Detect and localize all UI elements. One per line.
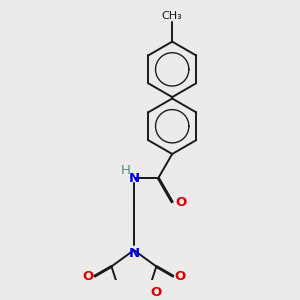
Text: N: N: [128, 172, 140, 184]
Text: O: O: [175, 196, 186, 208]
Text: O: O: [175, 270, 186, 283]
Text: H: H: [121, 164, 130, 177]
Text: O: O: [82, 270, 93, 283]
Text: N: N: [128, 248, 140, 260]
Text: O: O: [151, 286, 162, 299]
Text: CH₃: CH₃: [162, 11, 183, 21]
